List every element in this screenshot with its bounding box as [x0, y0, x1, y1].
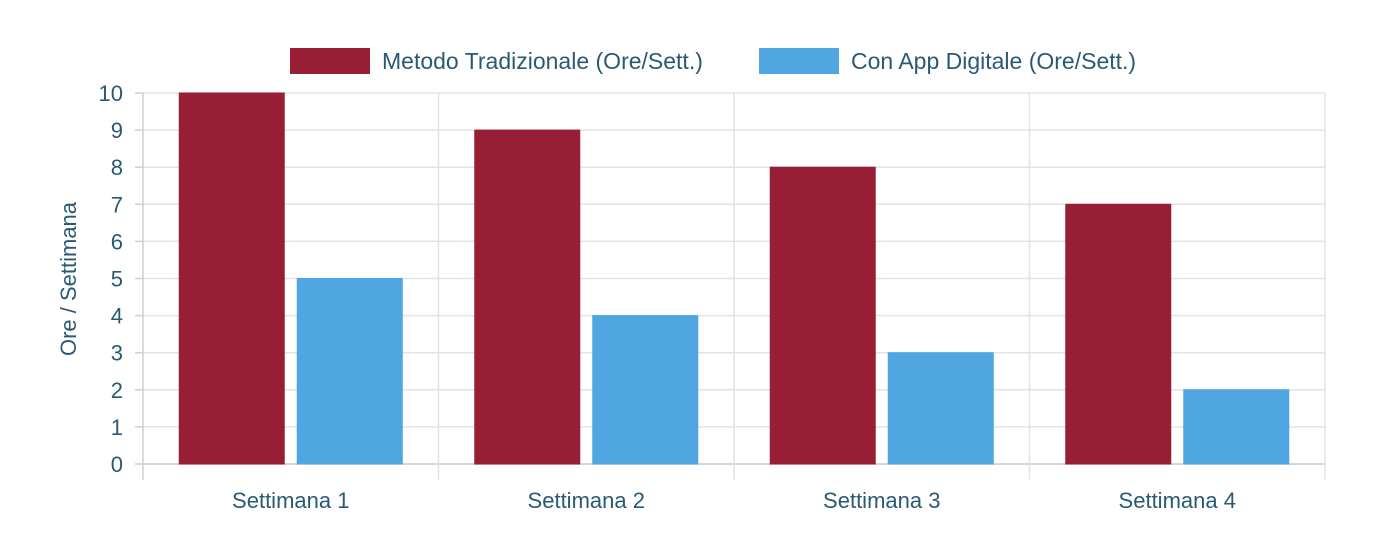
bar-digital-1[interactable]: [296, 278, 403, 465]
x-tick-label: Settimana 4: [1119, 488, 1236, 513]
bar-digital-3[interactable]: [887, 352, 994, 465]
legend[interactable]: Metodo Tradizionale (Ore/Sett.) Con App D…: [290, 48, 1136, 74]
x-tick-label: Settimana 2: [528, 488, 645, 513]
legend-swatch-traditional[interactable]: [290, 48, 370, 74]
bar-traditional-4[interactable]: [1065, 203, 1172, 465]
y-tick-label: 6: [111, 229, 123, 254]
y-tick-label: 5: [111, 267, 123, 292]
legend-label-traditional[interactable]: Metodo Tradizionale (Ore/Sett.): [382, 48, 703, 74]
y-tick-label: 2: [111, 378, 123, 403]
y-tick-label: 9: [111, 118, 123, 143]
y-tick-label: 7: [111, 192, 123, 217]
bars: [178, 92, 1290, 465]
y-tick-label: 4: [111, 304, 123, 329]
y-tick-label: 10: [99, 81, 123, 106]
bar-traditional-3[interactable]: [769, 166, 876, 465]
bar-digital-2[interactable]: [592, 315, 699, 465]
y-tick-label: 8: [111, 155, 123, 180]
y-tick-label: 3: [111, 341, 123, 366]
legend-label-digital[interactable]: Con App Digitale (Ore/Sett.): [851, 48, 1136, 74]
y-tick-label: 0: [111, 452, 123, 477]
axes: 0 1 2 3 4 5 6 7 8 9 10 Settimana 1 Settimana 2 Settim…: [99, 81, 1236, 513]
bar-digital-4[interactable]: [1183, 389, 1290, 465]
x-tick-label: Settimana 3: [823, 488, 940, 513]
bar-traditional-1[interactable]: [178, 92, 285, 465]
x-tick-label: Settimana 1: [232, 488, 349, 513]
y-tick-label: 1: [111, 415, 123, 440]
legend-swatch-digital[interactable]: [759, 48, 839, 74]
bar-traditional-2[interactable]: [474, 129, 581, 465]
y-axis-title: Ore / Settimana: [56, 201, 81, 356]
